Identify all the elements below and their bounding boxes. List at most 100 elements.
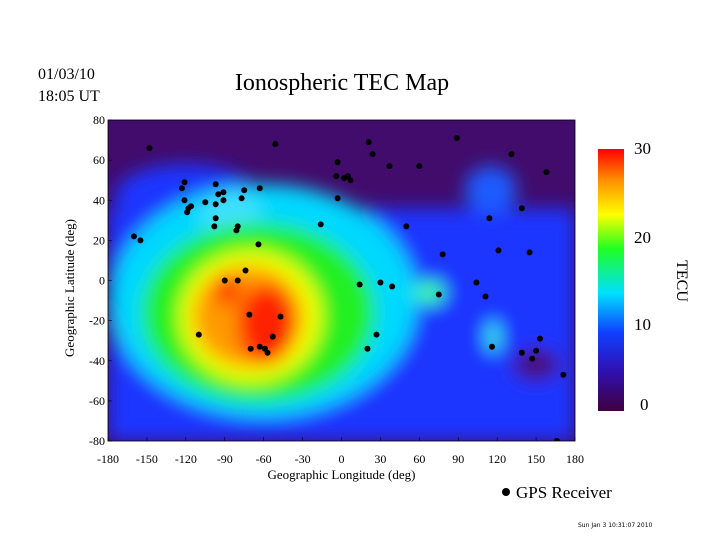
gps-receiver-point <box>242 267 249 274</box>
gps-receiver-point <box>369 151 376 158</box>
tec-region <box>214 274 241 307</box>
gps-receiver-point <box>215 191 222 198</box>
x-tick-label: 30 <box>374 452 386 466</box>
gps-receiver-point <box>202 199 209 206</box>
tec-region <box>237 284 295 365</box>
colorbar-tick: 10 <box>634 315 651 334</box>
gps-receiver-point <box>334 159 341 166</box>
colorbar-label: TECU <box>672 260 690 302</box>
gps-receiver-point <box>255 241 262 248</box>
gps-receiver-point <box>453 135 460 142</box>
gps-receiver-point <box>553 438 560 441</box>
gps-receiver-point <box>377 279 384 286</box>
x-tick-label: -60 <box>256 452 272 466</box>
gps-receiver-point <box>317 221 324 228</box>
gps-receiver-point <box>508 151 515 158</box>
y-tick-label: -20 <box>89 314 105 328</box>
y-tick-label: 60 <box>93 153 105 167</box>
chart-title: Ionospheric TEC Map <box>234 70 450 96</box>
x-tick-label: 60 <box>413 452 425 466</box>
gps-receiver-point <box>533 347 540 354</box>
gps-receiver-point <box>256 343 263 350</box>
gps-receiver-point <box>212 181 219 188</box>
gps-receiver-point <box>211 223 218 230</box>
x-tick-label: 0 <box>339 452 345 466</box>
gps-receiver-point <box>529 355 536 362</box>
gps-receiver-point <box>439 251 446 258</box>
y-tick-label: 0 <box>99 274 105 288</box>
gps-receiver-point <box>473 279 480 286</box>
gps-receiver-point <box>212 215 219 222</box>
colorbar-tick: 20 <box>634 228 651 247</box>
gps-receiver-point <box>403 223 410 230</box>
x-tick-label: 90 <box>452 452 464 466</box>
gps-receiver-point <box>333 173 340 180</box>
gps-receiver-point <box>246 311 253 318</box>
gps-receiver-point <box>247 345 254 352</box>
gps-receiver-point <box>416 163 423 170</box>
x-tick-label: -180 <box>97 452 119 466</box>
gps-receiver-point <box>495 247 502 254</box>
gps-receiver-point <box>130 233 137 240</box>
gps-receiver-point <box>184 209 191 216</box>
colorbar <box>598 149 624 411</box>
gps-receiver-point <box>188 203 195 210</box>
gps-receiver-point <box>482 293 489 300</box>
gps-receiver-point <box>486 215 493 222</box>
y-tick-label: -40 <box>89 354 105 368</box>
gps-receiver-point <box>178 185 185 192</box>
gps-receiver-point <box>356 281 363 288</box>
gps-receiver-point <box>389 283 396 290</box>
gps-receiver-point <box>560 371 567 378</box>
x-tick-label: -90 <box>217 452 233 466</box>
legend-label: GPS Receiver <box>516 483 612 502</box>
x-tick-label: 150 <box>527 452 545 466</box>
gps-receiver-point <box>536 335 543 342</box>
x-tick-label: -120 <box>175 452 197 466</box>
gps-receiver-point <box>488 343 495 350</box>
gps-receiver-point <box>233 227 240 234</box>
gps-receiver-point <box>256 185 263 192</box>
y-tick-label: 20 <box>93 233 105 247</box>
gps-receiver-marker-icon <box>502 488 510 496</box>
gps-receiver-point <box>146 145 153 152</box>
date-label: 01/03/10 <box>38 66 95 83</box>
x-tick-label: -150 <box>136 452 158 466</box>
gps-receiver-point <box>220 197 227 204</box>
gps-receiver-point <box>347 177 354 184</box>
gps-receiver-point <box>238 195 245 202</box>
gps-receiver-point <box>234 277 241 284</box>
time-label: 18:05 UT <box>38 88 100 105</box>
gps-receiver-point <box>272 141 279 148</box>
gps-receiver-point <box>543 169 550 176</box>
x-axis-label: Geographic Longitude (deg) <box>267 467 416 482</box>
gps-receiver-point <box>195 331 202 338</box>
gps-receiver-point <box>277 313 284 320</box>
y-tick-label: 40 <box>93 193 105 207</box>
gps-receiver-point <box>526 249 533 256</box>
y-tick-label: -60 <box>89 394 105 408</box>
colorbar-tick: 0 <box>640 395 649 414</box>
gps-receiver-point <box>264 349 271 356</box>
gps-receiver-point <box>435 291 442 298</box>
tec-region <box>464 166 517 215</box>
gps-receiver-point <box>334 195 341 202</box>
x-tick-label: -30 <box>295 452 311 466</box>
gps-receiver-point <box>181 197 188 204</box>
colorbar-tick: 30 <box>634 139 651 158</box>
gps-receiver-point <box>269 333 276 340</box>
gps-receiver-point <box>364 345 371 352</box>
gps-receiver-point <box>518 205 525 212</box>
gps-receiver-point <box>137 237 144 244</box>
tec-region <box>414 280 446 305</box>
gps-receiver-point <box>365 139 372 146</box>
gps-receiver-point <box>220 189 227 196</box>
gps-receiver-point <box>386 163 393 170</box>
gps-receiver-point <box>221 277 228 284</box>
y-axis-label: Geographic Latitude (deg) <box>62 219 77 357</box>
x-tick-label: 120 <box>488 452 506 466</box>
gps-receiver-point <box>373 331 380 338</box>
gps-receiver-point <box>518 349 525 356</box>
generated-timestamp: Sun Jan 3 10:31:07 2010 <box>578 522 653 529</box>
